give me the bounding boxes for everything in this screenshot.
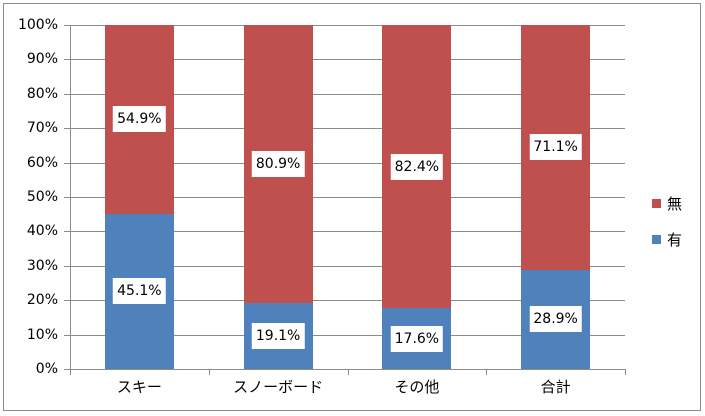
y-tick [64, 25, 70, 26]
x-category-label: スノーボード [233, 378, 324, 396]
legend-label: 有 [667, 230, 683, 249]
data-label: 80.9% [251, 151, 305, 178]
y-tick-label: 80% [26, 86, 58, 102]
legend: 無 有 [652, 185, 682, 257]
legend-swatch-yes [652, 234, 661, 244]
y-tick [64, 231, 70, 232]
gridline [70, 300, 625, 301]
gridline [70, 266, 625, 267]
legend-label: 無 [667, 194, 683, 213]
x-category-label: スキー [116, 378, 162, 396]
y-tick [64, 59, 70, 60]
y-tick [64, 94, 70, 95]
y-tick-label: 30% [26, 258, 58, 274]
data-label: 17.6% [390, 325, 444, 352]
y-tick [64, 163, 70, 164]
gridline [70, 94, 625, 95]
gridline [70, 197, 625, 198]
x-tick [209, 369, 210, 375]
x-tick [70, 369, 71, 375]
chart-frame [3, 3, 701, 411]
y-tick-label: 100% [17, 17, 58, 33]
gridline [70, 25, 625, 26]
legend-item-no: 無 [652, 185, 682, 221]
x-category-label: その他 [394, 378, 440, 396]
gridline [70, 59, 625, 60]
legend-item-yes: 有 [652, 221, 682, 257]
y-tick [64, 300, 70, 301]
y-tick-label: 10% [26, 327, 58, 343]
gridline [70, 335, 625, 336]
y-tick-label: 70% [26, 120, 58, 136]
x-tick [625, 369, 626, 375]
y-tick-label: 50% [26, 189, 58, 205]
x-tick [486, 369, 487, 375]
data-label: 54.9% [113, 106, 166, 133]
y-tick-label: 0% [35, 361, 58, 377]
data-label: 28.9% [529, 306, 582, 333]
y-tick-label: 90% [26, 51, 58, 67]
data-label: 19.1% [251, 323, 305, 350]
gridline [70, 163, 625, 164]
y-tick-label: 40% [26, 223, 58, 239]
y-tick [64, 266, 70, 267]
x-category-label: 合計 [540, 378, 571, 396]
y-tick [64, 335, 70, 336]
y-tick [64, 369, 70, 370]
y-tick-label: 60% [26, 155, 58, 171]
data-label: 82.4% [390, 153, 444, 180]
legend-swatch-no [652, 198, 661, 208]
gridline [70, 128, 625, 129]
data-label: 45.1% [113, 278, 166, 305]
gridline [70, 369, 625, 370]
x-tick [348, 369, 349, 375]
y-tick [64, 197, 70, 198]
y-axis-line [70, 25, 71, 374]
y-tick-label: 20% [26, 292, 58, 308]
data-label: 71.1% [529, 134, 582, 161]
gridline [70, 231, 625, 232]
y-tick [64, 128, 70, 129]
